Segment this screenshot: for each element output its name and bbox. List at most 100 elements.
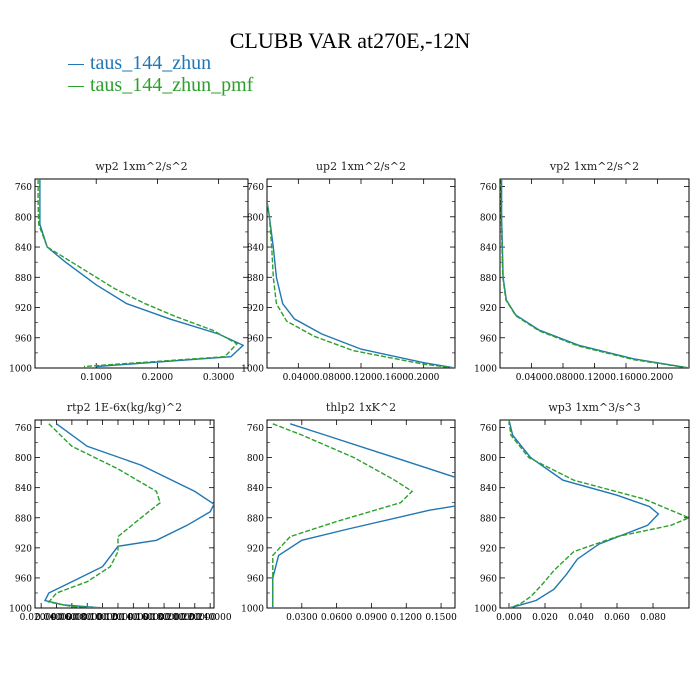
x-tick-label: 0.0600 bbox=[321, 613, 353, 623]
series-line-zhun-pmf bbox=[47, 423, 162, 608]
y-tick-label: 760 bbox=[247, 424, 264, 434]
x-tick-label: 0.1600 bbox=[377, 373, 409, 383]
plot-frame bbox=[499, 178, 690, 369]
series-line-zhun bbox=[508, 420, 660, 608]
plot-frame bbox=[266, 419, 456, 609]
x-tick-label: 0.2000 bbox=[642, 373, 674, 383]
x-tick-label: 0.2000 bbox=[142, 373, 174, 383]
y-tick-label: 960 bbox=[15, 334, 32, 344]
x-tick-label: 0.000 bbox=[496, 613, 522, 623]
x-tick-label: 0.180000 bbox=[143, 613, 186, 623]
y-tick-label: 840 bbox=[15, 244, 32, 254]
panel-title-4: rtp2 1E-6x(kg/kg)^2 bbox=[67, 401, 182, 414]
x-tick-label: 0.040 bbox=[568, 613, 594, 623]
y-tick-label: 800 bbox=[247, 454, 264, 464]
y-tick-label: 960 bbox=[480, 574, 497, 584]
y-tick-label: 1000 bbox=[9, 605, 32, 615]
x-tick-label: 0.0400 bbox=[516, 373, 548, 383]
series-line-zhun bbox=[267, 201, 455, 368]
x-tick-label: 0.220000 bbox=[173, 613, 216, 623]
y-tick-label: 880 bbox=[247, 274, 264, 284]
y-tick-label: 800 bbox=[15, 454, 32, 464]
y-tick-label: 760 bbox=[480, 183, 497, 193]
panel-title-1: wp2 1xm^2/s^2 bbox=[95, 160, 187, 173]
x-tick-label: 0.1500 bbox=[425, 613, 457, 623]
y-tick-label: 800 bbox=[480, 213, 497, 223]
x-tick-label: 0.080000 bbox=[66, 613, 109, 623]
y-tick-label: 840 bbox=[247, 484, 264, 494]
x-tick-label: 0.1600 bbox=[610, 373, 642, 383]
legend-item-1: taus_144_zhun bbox=[68, 52, 253, 74]
y-tick-label: 800 bbox=[15, 213, 32, 223]
plot-frame bbox=[34, 178, 249, 369]
y-tick-label: 1000 bbox=[474, 605, 497, 615]
y-tick-label: 920 bbox=[480, 304, 497, 314]
series-line-zhun bbox=[39, 179, 245, 368]
x-tick-label: 0.1200 bbox=[345, 373, 377, 383]
panel-title-2: up2 1xm^2/s^2 bbox=[316, 160, 406, 173]
x-tick-label: 0.0400 bbox=[283, 373, 315, 383]
y-tick-label: 880 bbox=[247, 514, 264, 524]
series-line-zhun bbox=[500, 179, 689, 368]
legend-label-1: taus_144_zhun bbox=[90, 52, 212, 74]
y-tick-label: 1000 bbox=[474, 365, 497, 375]
x-tick-label: 0.0300 bbox=[286, 613, 318, 623]
x-tick-label: 0.1000 bbox=[80, 373, 112, 383]
legend-item-2: taus_144_zhun_pmf bbox=[68, 74, 253, 96]
plot-frame bbox=[499, 419, 690, 609]
y-tick-label: 800 bbox=[480, 454, 497, 464]
x-tick-label: 0.160000 bbox=[127, 613, 170, 623]
x-tick-label: 0.200000 bbox=[158, 613, 201, 623]
x-tick-label: 0.1200 bbox=[391, 613, 423, 623]
y-tick-label: 760 bbox=[247, 183, 264, 193]
y-tick-label: 960 bbox=[480, 334, 497, 344]
x-tick-label: 0.0800 bbox=[547, 373, 579, 383]
y-tick-label: 1000 bbox=[241, 365, 264, 375]
y-tick-label: 880 bbox=[480, 274, 497, 284]
x-tick-label: 0.100000 bbox=[81, 613, 124, 623]
y-tick-label: 960 bbox=[247, 334, 264, 344]
y-tick-label: 1000 bbox=[241, 605, 264, 615]
y-tick-label: 840 bbox=[247, 244, 264, 254]
x-tick-label: 0.020000 bbox=[20, 613, 63, 623]
panel-4: rtp2 1E-6x(kg/kg)^2 760 800 840 880 920 960 100… bbox=[9, 401, 232, 623]
panel-title-5: thlp2 1xK^2 bbox=[326, 401, 396, 414]
y-tick-label: 1000 bbox=[9, 365, 32, 375]
y-tick-label: 920 bbox=[247, 544, 264, 554]
y-tick-label: 760 bbox=[15, 424, 32, 434]
x-tick-label: 0.040000 bbox=[35, 613, 78, 623]
x-tick-label: 0.060 bbox=[604, 613, 630, 623]
series-line-zhun bbox=[272, 423, 455, 608]
y-tick-label: 880 bbox=[15, 274, 32, 284]
x-tick-label: 0.120000 bbox=[96, 613, 139, 623]
y-tick-label: 840 bbox=[480, 484, 497, 494]
legend: taus_144_zhun taus_144_zhun_pmf bbox=[68, 52, 253, 96]
panel-title-3: vp2 1xm^2/s^2 bbox=[549, 160, 639, 173]
y-tick-label: 840 bbox=[480, 244, 497, 254]
y-tick-label: 920 bbox=[15, 304, 32, 314]
x-tick-label: 0.060000 bbox=[50, 613, 93, 623]
series-line-zhun-pmf bbox=[272, 423, 414, 608]
x-tick-label: 0.080 bbox=[640, 613, 666, 623]
figure-title: CLUBB VAR at270E,-12N bbox=[229, 28, 471, 53]
x-tick-label: 0.140000 bbox=[112, 613, 155, 623]
legend-swatch-1 bbox=[68, 63, 84, 65]
series-line-zhun-pmf bbox=[37, 179, 239, 368]
y-tick-label: 920 bbox=[480, 544, 497, 554]
y-tick-label: 880 bbox=[15, 514, 32, 524]
y-tick-label: 960 bbox=[247, 574, 264, 584]
legend-swatch-2 bbox=[68, 85, 84, 87]
x-tick-label: 0.0900 bbox=[356, 613, 388, 623]
panel-3: vp2 1xm^2/s^2 760 800 840 880 920 960 1000 0.040… bbox=[474, 160, 690, 383]
legend-label-2: taus_144_zhun_pmf bbox=[90, 74, 254, 96]
y-tick-label: 760 bbox=[15, 183, 32, 193]
y-tick-label: 920 bbox=[15, 544, 32, 554]
y-tick-label: 920 bbox=[247, 304, 264, 314]
x-tick-label: 0.020 bbox=[532, 613, 558, 623]
x-tick-label: 0.1200 bbox=[579, 373, 611, 383]
y-tick-label: 960 bbox=[15, 574, 32, 584]
plot-frame bbox=[34, 419, 215, 609]
x-tick-label: 0.240000 bbox=[189, 613, 232, 623]
